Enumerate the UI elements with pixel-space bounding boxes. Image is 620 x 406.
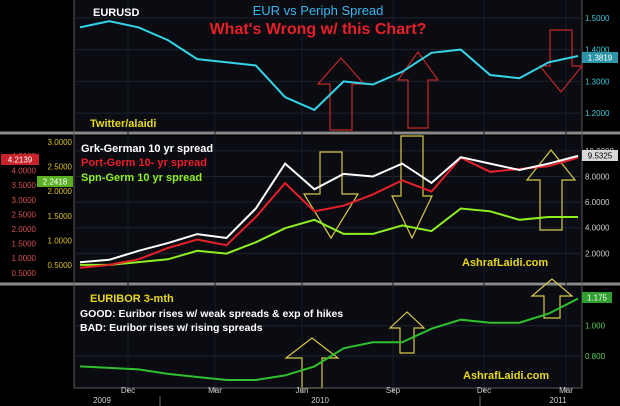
y-tick-label: 1.2000 xyxy=(585,109,610,118)
y-tick-label: 1.5000 xyxy=(12,240,37,249)
y-tick-label: 1.5000 xyxy=(48,212,73,221)
euribor-label: EURIBOR 3-mth xyxy=(90,293,174,305)
y-tick-label: 1.4000 xyxy=(585,46,610,55)
y-tick-label: 4.0000 xyxy=(12,167,37,176)
y-tick-label: 8.0000 xyxy=(585,172,610,181)
note-good: GOOD: Euribor rises w/ weak spreads & ex… xyxy=(80,308,343,320)
y-tick-label: 1.000 xyxy=(585,322,606,331)
x-tick-label: Mar xyxy=(559,386,573,395)
portugal-left-value: 4.2139 xyxy=(8,156,33,165)
year-label: 2011 xyxy=(549,396,567,405)
eurusd-label: EURUSD xyxy=(93,7,140,19)
eurusd-panel xyxy=(74,0,582,131)
yellow-arrow-down xyxy=(391,135,433,240)
y-tick-label: 1.0000 xyxy=(48,236,73,245)
y-tick-label: 6.0000 xyxy=(585,198,610,207)
y-tick-label: 1.3000 xyxy=(585,77,610,86)
legend-greek: Grk-German 10 yr spread xyxy=(81,143,213,155)
y-tick-label: 2.0000 xyxy=(48,187,73,196)
y-tick-label: 3.0000 xyxy=(12,196,37,205)
euribor-panel xyxy=(74,286,582,388)
yellow-arrow-up xyxy=(388,311,426,354)
y-tick-label: 2.0000 xyxy=(585,249,610,258)
y-tick-label: 2.5000 xyxy=(12,210,37,219)
euribor-last-value: 1.175 xyxy=(587,294,608,303)
x-tick-label: Mar xyxy=(208,386,222,395)
chart-subtitle: EUR vs Periph Spread xyxy=(253,3,384,18)
yellow-arrow-down xyxy=(302,151,360,240)
spain-left-value: 2.2418 xyxy=(43,178,68,187)
year-label: 2010 xyxy=(311,396,329,405)
euribor-last-tag xyxy=(582,292,612,303)
y-tick-label: 3.5000 xyxy=(12,181,37,190)
x-tick-label: Dec xyxy=(477,386,491,395)
yellow-arrow-up xyxy=(525,149,577,231)
red-arrow-up xyxy=(396,50,440,129)
y-tick-label: 1.5000 xyxy=(585,14,610,23)
euribor-line xyxy=(79,297,579,381)
y-tick-label: 2.5000 xyxy=(48,163,73,172)
eurusd-last-value: 1.3819 xyxy=(588,54,613,63)
credit-middle: AshrafLaidi.com xyxy=(462,257,548,269)
spread-last-tag xyxy=(582,150,618,161)
tick-labels: 1.50001.40001.30001.200010.00008.00006.0… xyxy=(12,14,615,361)
spain-spread-line xyxy=(80,207,578,266)
credit-bottom: AshrafLaidi.com xyxy=(463,370,549,382)
twitter-handle: Twitter/alaidi xyxy=(90,118,156,130)
portugal-spread-line xyxy=(79,156,579,269)
y-tick-label: 0.800 xyxy=(585,352,606,361)
x-axis: Dec Mar Jun Sep Dec Mar 2009 2010 2011 xyxy=(93,386,573,406)
yellow-arrow-up xyxy=(530,278,574,319)
y-tick-label: 1.0000 xyxy=(12,254,37,263)
y-tick-label: 2.0000 xyxy=(12,225,37,234)
y-tick-label: 0.5000 xyxy=(48,261,73,270)
gridlines xyxy=(74,0,582,388)
y-tick-label: 3.0000 xyxy=(48,138,73,147)
x-tick-label: Sep xyxy=(386,386,401,395)
year-label: 2009 xyxy=(93,396,111,405)
eurusd-line xyxy=(79,20,579,112)
eurusd-last-tag xyxy=(582,52,618,63)
legend-spain: Spn-Germ 10 yr spread xyxy=(81,172,202,184)
legend-portugal: Port-Germ 10- yr spread xyxy=(81,157,207,169)
x-tick-label: Jun xyxy=(296,386,309,395)
y-tick-label: 4.0000 xyxy=(585,224,610,233)
y-tick-label: 0.5000 xyxy=(12,269,37,278)
greek-spread-line xyxy=(79,154,579,264)
spain-left-tag xyxy=(37,176,73,187)
spread-last-value: 9.5325 xyxy=(588,152,613,161)
x-tick-label: Dec xyxy=(121,386,135,395)
portugal-left-tag xyxy=(1,154,39,165)
note-bad: BAD: Euribor rises w/ rising spreads xyxy=(80,322,263,334)
chart-title: What's Wrong w/ this Chart? xyxy=(210,21,427,38)
